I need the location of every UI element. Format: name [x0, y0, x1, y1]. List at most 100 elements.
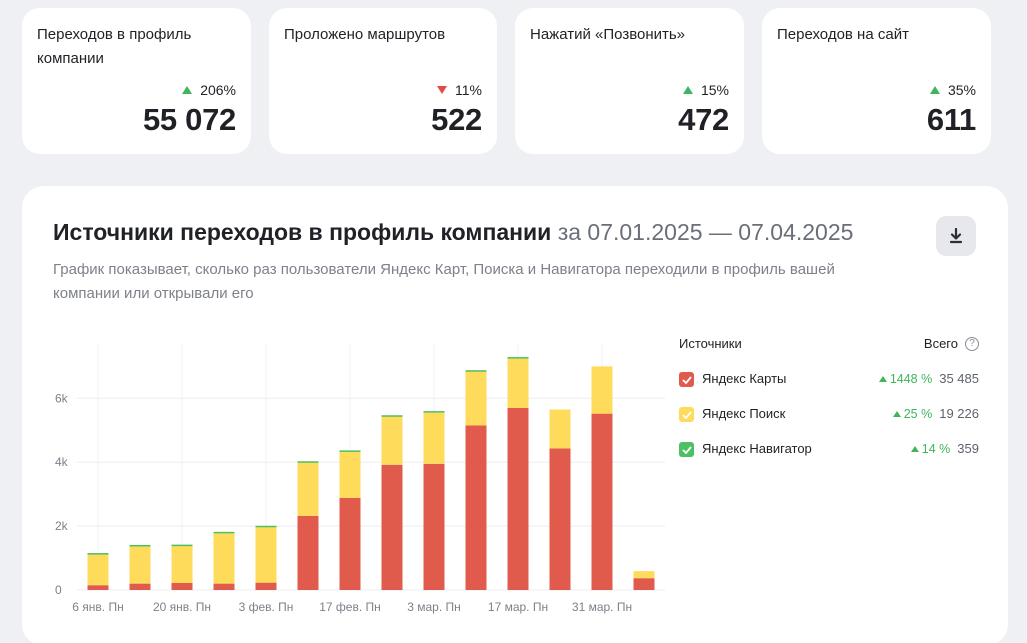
bar-segment[interactable] [255, 525, 277, 528]
bar-segment[interactable] [129, 545, 151, 584]
bar-segment[interactable] [381, 464, 403, 590]
legend-item-yandex-navigator[interactable]: Яндекс Навигатор 14 % 359 [679, 440, 979, 475]
kpi-delta: 11% [437, 82, 482, 98]
bar-segment[interactable] [591, 413, 613, 590]
kpi-value: 55 072 [142, 102, 236, 137]
x-tick-label: 3 фев. Пн [239, 600, 294, 614]
kpi-title: Проложено маршрутов [284, 26, 446, 43]
download-button[interactable] [936, 216, 976, 256]
bar-segment[interactable] [87, 553, 109, 586]
bar-segment[interactable] [465, 425, 487, 590]
kpi-title: Переходов на сайт [777, 26, 909, 43]
kpi-card-calls[interactable]: Нажатий «Позвонить» 15% 472 [515, 8, 744, 154]
trend-down-icon [437, 86, 448, 94]
bar-segment[interactable] [171, 582, 193, 590]
trend-up-icon [910, 445, 919, 452]
legend-item-total: 35 485 [939, 371, 979, 386]
checkbox-checked-icon[interactable] [679, 407, 694, 422]
bar-segment[interactable] [465, 370, 487, 372]
legend-item-yandex-maps[interactable]: Яндекс Карты 1448 % 35 485 [679, 370, 979, 405]
bar-segment[interactable] [423, 463, 445, 590]
x-tick-label: 17 мар. Пн [488, 600, 548, 614]
panel-title: Источники переходов в профиль компании з… [53, 219, 853, 246]
bar-segment[interactable] [507, 358, 529, 408]
bar-segment[interactable] [423, 412, 445, 464]
bar-segment[interactable] [255, 526, 277, 583]
x-tick-label: 20 янв. Пн [153, 600, 211, 614]
legend-item-change-value: 14 % [921, 441, 951, 456]
y-tick-label: 2k [55, 519, 69, 533]
bar-segment[interactable] [213, 583, 235, 590]
checkbox-checked-icon[interactable] [679, 442, 694, 457]
legend-item-change-value: 25 % [903, 406, 933, 421]
bar-segment[interactable] [129, 544, 151, 547]
bar-segment[interactable] [507, 407, 529, 590]
bar-segment[interactable] [507, 357, 529, 359]
trend-up-icon [878, 375, 887, 382]
x-tick-label: 3 мар. Пн [407, 600, 461, 614]
bar-segment[interactable] [633, 578, 655, 590]
legend-item-change-value: 1448 % [889, 371, 933, 386]
bar-segment[interactable] [381, 416, 403, 465]
y-tick-label: 6k [55, 391, 69, 405]
legend-item-label: Яндекс Карты [702, 371, 787, 386]
trend-up-icon [929, 86, 940, 94]
bar-segment[interactable] [465, 371, 487, 426]
x-tick-label: 31 мар. Пн [572, 600, 632, 614]
legend-item-change: 25 % [892, 406, 933, 421]
bar-segment[interactable] [591, 366, 613, 414]
kpi-delta: 15% [682, 82, 729, 98]
bar-segment[interactable] [87, 585, 109, 590]
bar-segment[interactable] [213, 532, 235, 584]
sources-bar-chart: 0 2k 4k 6k 6 янв. Пн 20 янв. Пн 3 фев. Пн 17 фе… [55, 344, 665, 614]
trend-up-icon [182, 86, 193, 94]
legend-item-change: 1448 % [878, 371, 933, 386]
bar-segment[interactable] [297, 462, 319, 516]
kpi-title: Нажатий «Позвонить» [530, 26, 686, 43]
panel-description: График показывает, сколько раз пользоват… [53, 261, 835, 302]
download-icon [949, 228, 963, 244]
bar-segment[interactable] [87, 553, 109, 555]
y-tick-label: 0 [55, 583, 62, 597]
legend-item-yandex-search[interactable]: Яндекс Поиск 25 % 19 226 [679, 405, 979, 440]
bar-segment[interactable] [255, 582, 277, 590]
panel-title-text: Источники переходов в профиль компании [53, 219, 552, 245]
bar-segment[interactable] [549, 409, 571, 449]
bar-segment[interactable] [297, 515, 319, 590]
bar-segment[interactable] [171, 545, 193, 583]
bar-segment[interactable] [297, 461, 319, 463]
checkbox-checked-icon[interactable] [679, 372, 694, 387]
bar-segment[interactable] [339, 451, 361, 498]
bar-segment[interactable] [129, 583, 151, 590]
legend-header-sources: Источники [679, 336, 742, 351]
kpi-delta: 35% [929, 82, 976, 98]
legend-item-total: 19 226 [939, 406, 979, 421]
panel-period: за 07.01.2025 — 07.04.2025 [557, 219, 854, 245]
kpi-delta-value: 15% [700, 82, 729, 98]
kpi-card-website[interactable]: Переходов на сайт 35% 611 [762, 8, 991, 154]
bar-segment[interactable] [213, 531, 235, 534]
bar-segment[interactable] [381, 415, 403, 417]
bar-segment[interactable] [633, 571, 655, 579]
bar-segment[interactable] [423, 411, 445, 413]
legend: Источники Всего ? Яндекс Карты 1448 % 35… [679, 336, 979, 475]
kpi-delta-value: 206% [200, 82, 236, 98]
kpi-delta-value: 35% [947, 82, 976, 98]
kpi-value: 522 [431, 102, 482, 137]
bar-segment[interactable] [549, 448, 571, 590]
bar-segment[interactable] [339, 497, 361, 590]
sources-panel: Источники переходов в профиль компании з… [22, 186, 1008, 643]
kpi-title: Переходов в профиль компании [37, 26, 192, 67]
kpi-value: 611 [926, 102, 976, 137]
bar-segment[interactable] [171, 544, 193, 547]
x-tick-label: 6 янв. Пн [72, 600, 123, 614]
kpi-card-routes[interactable]: Проложено маршрутов 11% 522 [269, 8, 497, 154]
kpi-card-profile-visits[interactable]: Переходов в профиль компании 206% 55 072 [22, 8, 251, 154]
help-icon[interactable]: ? [965, 337, 979, 351]
legend-item-label: Яндекс Поиск [702, 406, 786, 421]
bar-segment[interactable] [339, 450, 361, 452]
legend-header: Источники Всего ? [679, 336, 979, 356]
y-tick-label: 4k [55, 455, 69, 469]
kpi-delta: 206% [182, 82, 236, 98]
trend-up-icon [682, 86, 693, 94]
